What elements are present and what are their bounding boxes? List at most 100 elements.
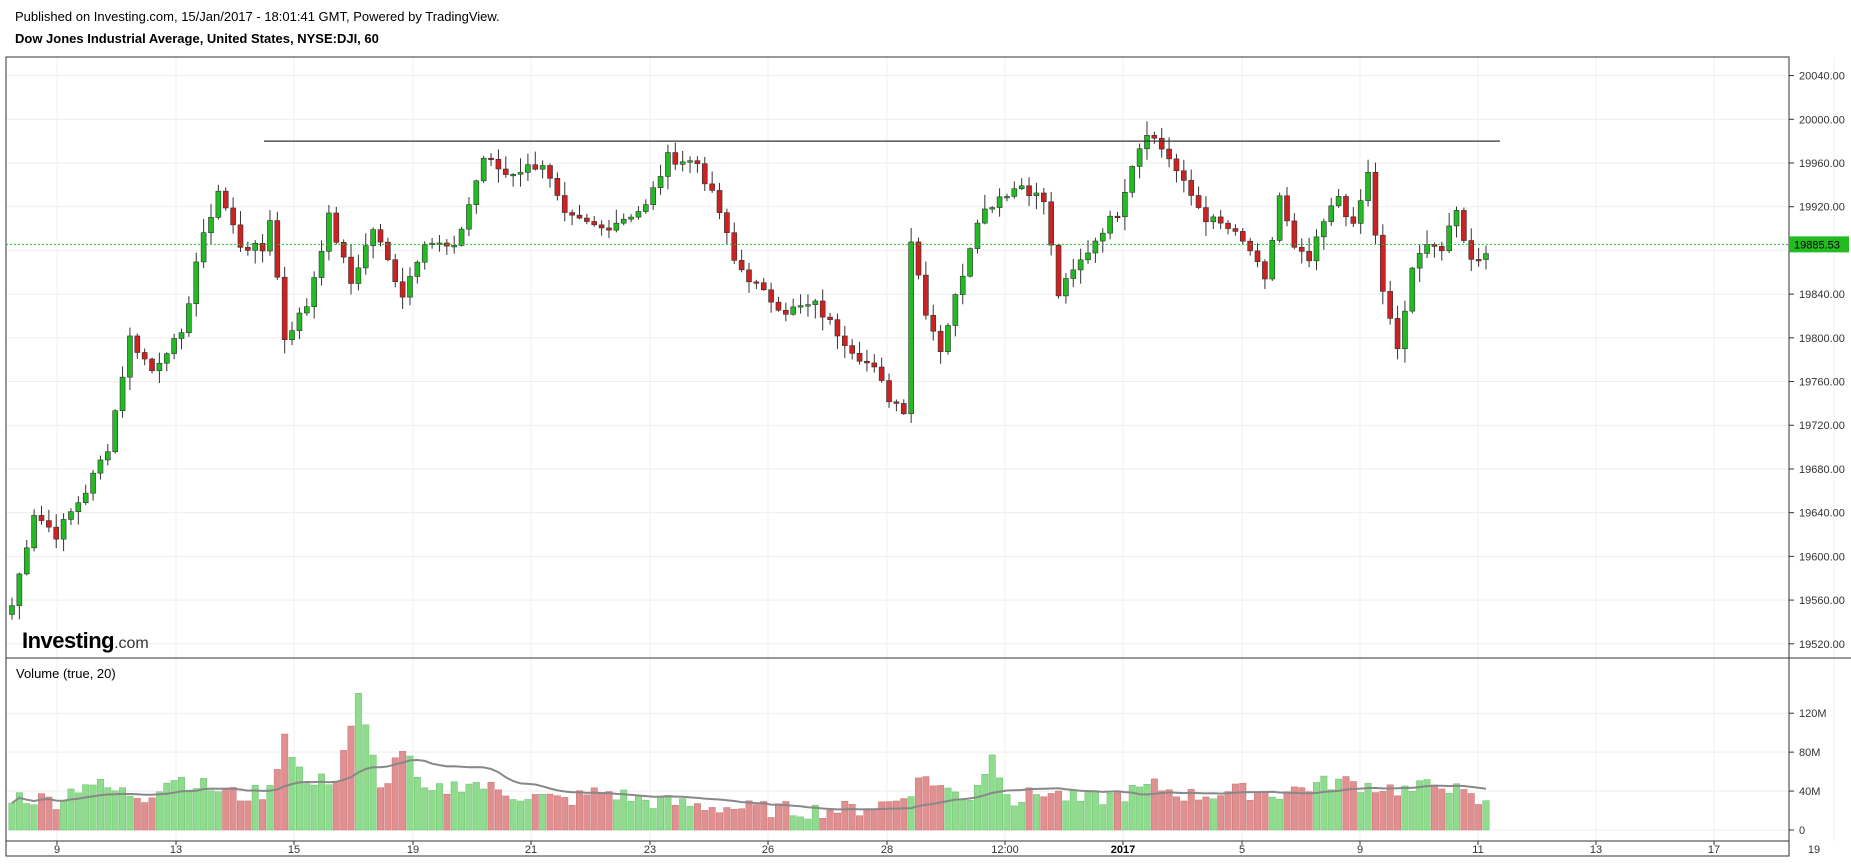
candle-body[interactable] <box>790 306 797 315</box>
volume-bar[interactable] <box>635 795 642 831</box>
volume-bar[interactable] <box>450 781 458 831</box>
volume-bar[interactable] <box>1018 802 1026 831</box>
candle-body[interactable] <box>362 245 369 269</box>
volume-bar[interactable] <box>1423 779 1431 831</box>
volume-bar[interactable] <box>664 795 672 831</box>
volume-bar[interactable] <box>67 788 75 831</box>
candle-body[interactable] <box>1321 221 1327 238</box>
candle-body[interactable] <box>1085 252 1091 261</box>
volume-bar[interactable] <box>1150 778 1158 831</box>
candle-body[interactable] <box>245 247 251 251</box>
volume-bar[interactable] <box>1364 783 1372 831</box>
candle-body[interactable] <box>348 256 354 284</box>
candle-body[interactable] <box>819 300 826 318</box>
candle-body[interactable] <box>267 220 273 252</box>
candle-body[interactable] <box>127 335 133 378</box>
volume-bar[interactable] <box>185 789 193 831</box>
candle-body[interactable] <box>1328 205 1335 222</box>
candle-body[interactable] <box>937 330 944 353</box>
candle-body[interactable] <box>547 165 553 179</box>
candle-body[interactable] <box>1424 244 1430 254</box>
candle-body[interactable] <box>399 281 406 298</box>
candle-body[interactable] <box>731 232 738 261</box>
candle-body[interactable] <box>1269 240 1276 280</box>
candle-body[interactable] <box>561 195 568 213</box>
volume-bar[interactable] <box>752 804 760 831</box>
volume-bar[interactable] <box>141 802 149 831</box>
volume-bar[interactable] <box>870 808 878 831</box>
volume-bar[interactable] <box>612 799 620 831</box>
candle-body[interactable] <box>1063 278 1069 297</box>
candle-body[interactable] <box>68 511 74 520</box>
volume-bar[interactable] <box>996 777 1004 831</box>
volume-bar[interactable] <box>207 790 215 831</box>
candle-body[interactable] <box>1011 188 1018 197</box>
candle-body[interactable] <box>1166 148 1172 160</box>
volume-bar[interactable] <box>413 777 421 831</box>
volume-bar[interactable] <box>487 782 495 831</box>
volume-bar[interactable] <box>229 787 237 831</box>
volume-bar[interactable] <box>885 801 893 831</box>
candle-body[interactable] <box>1247 240 1253 252</box>
candle-body[interactable] <box>502 168 509 175</box>
candle-body[interactable] <box>414 261 421 277</box>
volume-bar[interactable] <box>723 807 731 831</box>
candle-body[interactable] <box>16 573 23 606</box>
volume-bar[interactable] <box>310 784 318 831</box>
volume-bar[interactable] <box>1283 791 1291 831</box>
candle-body[interactable] <box>908 241 914 415</box>
volume-bar[interactable] <box>1010 805 1018 831</box>
volume-bar[interactable] <box>133 798 141 831</box>
candle-body[interactable] <box>193 261 200 305</box>
candle-body[interactable] <box>281 276 288 340</box>
volume-bar[interactable] <box>1165 789 1173 831</box>
volume-bar[interactable] <box>406 755 414 831</box>
volume-bar[interactable] <box>679 798 687 831</box>
candle-body[interactable] <box>252 242 259 251</box>
volume-bar[interactable] <box>1209 798 1217 831</box>
candle-body[interactable] <box>1033 192 1040 196</box>
volume-bar[interactable] <box>119 787 126 831</box>
volume-bar[interactable] <box>686 806 694 831</box>
volume-bar[interactable] <box>163 782 171 831</box>
volume-bar[interactable] <box>1099 804 1107 831</box>
candle-body[interactable] <box>1026 185 1032 196</box>
candle-body[interactable] <box>1129 166 1136 193</box>
volume-bar[interactable] <box>104 787 112 831</box>
volume-bar[interactable] <box>1055 790 1062 831</box>
candle-body[interactable] <box>1335 196 1342 207</box>
candle-body[interactable] <box>1365 171 1371 201</box>
volume-bar[interactable] <box>45 796 53 831</box>
volume-bar[interactable] <box>811 804 819 831</box>
volume-bar[interactable] <box>1313 782 1320 831</box>
volume-bar[interactable] <box>966 800 974 831</box>
candle-body[interactable] <box>738 260 745 271</box>
candle-body[interactable] <box>525 164 531 173</box>
candle-body[interactable] <box>1173 158 1180 172</box>
candle-body[interactable] <box>1048 201 1054 246</box>
volume-bar[interactable] <box>531 794 539 831</box>
candle-body[interactable] <box>1438 246 1445 252</box>
candle-body[interactable] <box>407 276 413 298</box>
volume-bar[interactable] <box>458 791 466 831</box>
candle-body[interactable] <box>1461 210 1467 241</box>
volume-bar[interactable] <box>819 818 827 831</box>
volume-bar[interactable] <box>295 766 303 831</box>
candle-body[interactable] <box>141 352 148 360</box>
volume-bar[interactable] <box>1467 793 1475 831</box>
candle-body[interactable] <box>296 312 303 331</box>
volume-bar[interactable] <box>583 794 591 831</box>
volume-bar[interactable] <box>900 798 908 831</box>
volume-bar[interactable] <box>480 788 488 831</box>
candle-body[interactable] <box>576 214 583 219</box>
candle-body[interactable] <box>996 196 1003 208</box>
candle-body[interactable] <box>1350 216 1357 224</box>
candle-body[interactable] <box>480 157 487 182</box>
candle-body[interactable] <box>1409 267 1416 312</box>
volume-bar[interactable] <box>937 785 945 831</box>
volume-bar[interactable] <box>708 807 716 831</box>
volume-bar[interactable] <box>701 810 709 831</box>
volume-bar[interactable] <box>605 791 613 831</box>
candle-body[interactable] <box>1225 222 1231 229</box>
candle-body[interactable] <box>598 224 605 229</box>
